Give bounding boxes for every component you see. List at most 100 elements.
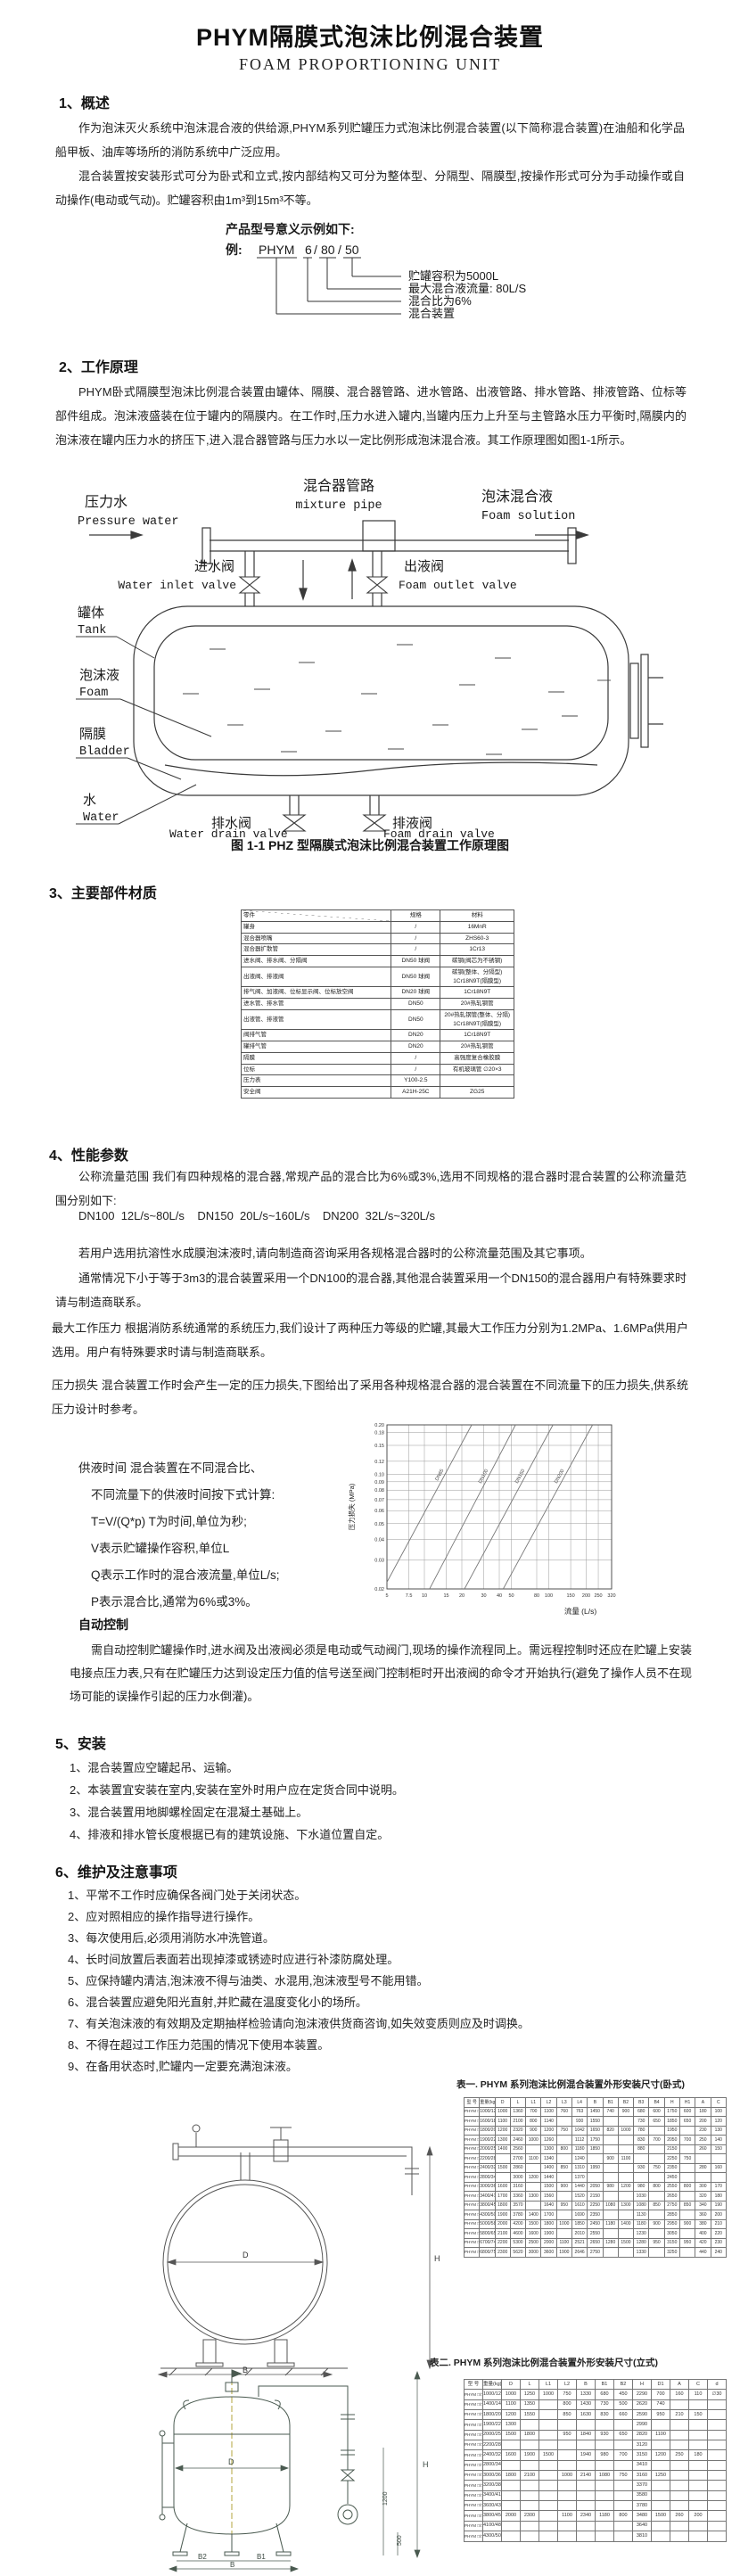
x-tick-label: 150 xyxy=(566,1593,574,1599)
table-cell: 900 xyxy=(678,2218,696,2229)
table-cell: 2850 xyxy=(663,2210,680,2220)
table-cell xyxy=(501,2490,521,2502)
table-cell: 1500 xyxy=(539,2449,558,2461)
table-cell: PHYM □/□/80 xyxy=(464,2531,483,2542)
table-cell xyxy=(613,2500,633,2512)
table-cell: 210 xyxy=(710,2218,727,2229)
table-cell: 2400/3200 xyxy=(482,2449,502,2461)
table-cell: 3200/3800 xyxy=(482,2480,502,2491)
table-row: PHYM □/□/402400/3200160019001500 19409807… xyxy=(464,2449,727,2461)
foam-dashes xyxy=(183,644,611,755)
table-cell xyxy=(602,2116,619,2127)
table-cell: 110 xyxy=(688,2389,708,2400)
table-cell: 2250 xyxy=(587,2200,604,2210)
table-cell: 1900 xyxy=(494,2210,511,2220)
page-title: PHYM隔膜式泡沫比例混合装置 xyxy=(195,24,544,51)
table-cell: 2000 xyxy=(494,2218,511,2229)
table-cell: 1800 xyxy=(494,2200,511,2210)
table-cell xyxy=(707,2500,727,2512)
table-cell: 1080 xyxy=(602,2200,619,2210)
column-header: L1 xyxy=(539,2378,558,2391)
table-cell xyxy=(670,2399,689,2411)
table-cell: 出液阀、排液阀 xyxy=(240,966,392,988)
table-cell: 2300 xyxy=(494,2247,511,2258)
table-cell: 2200 xyxy=(494,2237,511,2248)
table-cell: 1300 xyxy=(617,2200,635,2210)
table-cell xyxy=(520,2480,539,2491)
page-subtitle: FOAM PROPORTIONING UNIT xyxy=(239,55,501,73)
y-tick-label: 0.20 xyxy=(374,1423,384,1428)
table-cell: 930 xyxy=(571,2116,588,2127)
dim-label-b1: B1 xyxy=(257,2553,266,2561)
table-cell: 400 xyxy=(695,2228,711,2239)
list-item: V表示贮罐操作容积,单位L xyxy=(91,1542,230,1555)
table-cell: 1180 xyxy=(571,2144,588,2154)
table-cell: 160 xyxy=(710,2162,727,2173)
table-cell: 1500 xyxy=(494,2162,511,2173)
table-cell: 730 xyxy=(595,2399,614,2411)
table-cell: 950 xyxy=(648,2237,665,2248)
table-cell: 440 xyxy=(695,2247,711,2258)
y-tick-label: 0.08 xyxy=(374,1488,384,1494)
table-cell xyxy=(688,2500,708,2512)
table-row: 混合器扩散管/1Cr13 xyxy=(240,943,514,956)
table-cell: 1300 xyxy=(525,2191,542,2202)
table-cell: 2550 xyxy=(587,2228,604,2239)
table-cell xyxy=(678,2210,696,2220)
table-cell xyxy=(648,2247,665,2258)
table-cell: 1280 xyxy=(602,2237,619,2248)
table-cell: 500 xyxy=(613,2399,633,2411)
table-cell xyxy=(602,2144,619,2154)
table-cell: 1100 xyxy=(555,2237,572,2248)
table-cell: 800 xyxy=(525,2116,542,2127)
table-cell: 2500 xyxy=(525,2237,542,2248)
label-foam-outlet-valve-cn: 出液阀 xyxy=(404,559,444,574)
x-tick-label: 80 xyxy=(534,1593,539,1599)
column-header: H xyxy=(632,2378,652,2391)
table-cell xyxy=(688,2531,708,2542)
table-cell: 1520 xyxy=(571,2191,588,2202)
table-cell: 680 xyxy=(633,2106,650,2117)
table-cell: 3360 xyxy=(509,2191,527,2202)
table-cell xyxy=(520,2500,539,2512)
flow-specs-line: DN100 12L/s~80L/s DN150 20L/s~160L/s DN2… xyxy=(78,1209,436,1222)
table-cell: 3800/4500 xyxy=(479,2200,496,2210)
list-item: 不同流量下的供液时间按下式计算: xyxy=(91,1488,275,1502)
table-cell xyxy=(539,2419,558,2431)
table-cell: 1500 xyxy=(501,2429,521,2441)
table-cell: 2350 xyxy=(587,2210,604,2220)
table-cell: 1400 xyxy=(525,2210,542,2220)
horizontal-tank-drawing: D B H xyxy=(157,2124,440,2378)
table-cell: PHYM □/□/50 xyxy=(463,2181,481,2192)
label-water-inlet-valve-en: Water inlet valve xyxy=(118,579,236,592)
table-cell: 2290 xyxy=(632,2389,652,2400)
table-cell: PHYM □/□/120 xyxy=(463,2228,481,2239)
table-cell: 3400/4100 xyxy=(479,2191,496,2202)
table-cell: 450 xyxy=(613,2389,633,2400)
list-item: 3、每次使用后,必须用消防水冲洗管道。 xyxy=(68,1931,275,1945)
model-code-50: 50 xyxy=(345,243,359,257)
x-tick-label: 200 xyxy=(582,1593,590,1599)
table-cell xyxy=(707,2399,727,2411)
table-cell: PHYM □/□/15 xyxy=(463,2116,481,2127)
table-cell: 660 xyxy=(613,2409,633,2421)
column-header: L xyxy=(520,2378,539,2391)
y-tick-label: 0.02 xyxy=(374,1587,384,1593)
y-tick-label: 0.03 xyxy=(374,1559,384,1564)
table-cell: 900 xyxy=(648,2218,665,2229)
table-cell: PHYM □/□/75 xyxy=(464,2520,483,2532)
table-cell: 280 xyxy=(695,2162,711,2173)
table-cell: 4600 xyxy=(509,2228,527,2239)
table-cell: PHYM □/□/25 xyxy=(463,2135,481,2145)
table-cell: 820 xyxy=(602,2125,619,2136)
table-cell: PHYM □/□/15 xyxy=(464,2399,483,2411)
column-header: C xyxy=(710,2097,727,2108)
table-cell: 1100 xyxy=(494,2116,511,2127)
model-label-unit: 混合装置 xyxy=(408,307,455,320)
table-cell xyxy=(595,2440,614,2451)
table-cell: 1130 xyxy=(633,2210,650,2220)
performance-flow-paragraph: 公称流量范围 我们有四种规格的混合器,常规产品的混合比为6%或3%,选用不同规格… xyxy=(55,1170,687,1207)
table-cell: 600 xyxy=(648,2106,665,2117)
table-cell: 1430 xyxy=(576,2399,596,2411)
table-cell: 750 xyxy=(648,2162,665,2173)
